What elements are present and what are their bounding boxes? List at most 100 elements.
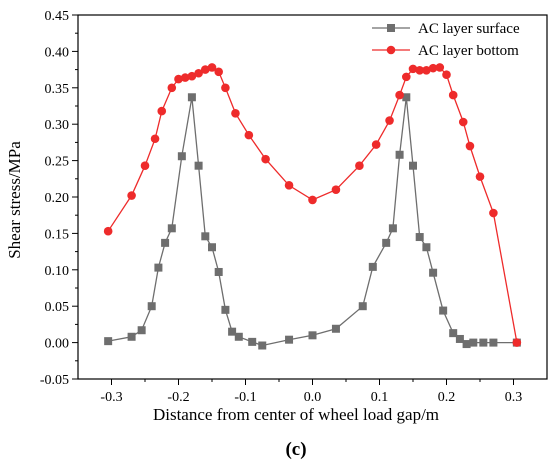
data-point bbox=[154, 263, 163, 272]
legend-label: AC layer surface bbox=[418, 21, 520, 37]
data-point bbox=[371, 140, 381, 149]
data-point bbox=[385, 116, 394, 125]
data-point bbox=[194, 161, 203, 170]
data-point bbox=[244, 130, 254, 140]
y-tick-label: 0.45 bbox=[45, 9, 70, 24]
y-tick-label: 0.00 bbox=[45, 337, 70, 352]
data-point bbox=[415, 233, 424, 242]
data-point bbox=[435, 63, 445, 72]
data-point bbox=[214, 67, 223, 77]
data-point bbox=[469, 338, 478, 347]
data-point bbox=[258, 341, 267, 350]
data-point bbox=[308, 331, 317, 340]
y-tick-label: 0.05 bbox=[45, 300, 70, 315]
data-point bbox=[207, 63, 217, 72]
data-point bbox=[449, 329, 458, 338]
series-line bbox=[107, 97, 517, 347]
data-point bbox=[415, 66, 425, 75]
data-point bbox=[368, 262, 377, 271]
data-point bbox=[388, 224, 397, 233]
data-point bbox=[167, 83, 177, 93]
data-point bbox=[187, 71, 197, 81]
data-point bbox=[408, 64, 418, 74]
data-point bbox=[462, 340, 471, 349]
data-point bbox=[214, 267, 223, 276]
data-point bbox=[358, 302, 367, 311]
data-point bbox=[489, 338, 498, 347]
data-point bbox=[137, 326, 146, 335]
data-point bbox=[422, 66, 431, 75]
x-tick-label: -0.2 bbox=[167, 390, 189, 405]
data-point bbox=[409, 161, 417, 170]
data-point bbox=[428, 63, 438, 73]
data-point bbox=[285, 335, 294, 344]
legend-marker bbox=[386, 45, 396, 55]
data-point bbox=[127, 332, 136, 341]
x-tick-label: 0.0 bbox=[304, 390, 322, 405]
data-point bbox=[308, 195, 317, 205]
data-point bbox=[248, 337, 257, 346]
axes: -0.3 -0.2 -0.1 0.0 0.1 0.2 0.3 -0.05 0.00 0.05 0.1… bbox=[40, 9, 548, 405]
data-point bbox=[201, 232, 210, 241]
data-point bbox=[455, 334, 464, 343]
data-point bbox=[395, 90, 404, 100]
x-tick-label: -0.3 bbox=[100, 390, 122, 405]
data-point bbox=[208, 243, 216, 252]
legend-marker bbox=[387, 24, 395, 32]
data-point bbox=[174, 74, 183, 84]
legend: AC layer surface AC layer bottom bbox=[372, 21, 520, 59]
y-tick-label: 0.35 bbox=[45, 82, 70, 97]
data-point bbox=[439, 306, 448, 315]
data-point bbox=[231, 108, 240, 118]
data-point bbox=[167, 224, 176, 233]
data-point bbox=[180, 73, 190, 82]
data-point bbox=[422, 243, 431, 252]
data-point bbox=[228, 327, 237, 336]
data-point bbox=[442, 70, 451, 79]
data-point bbox=[150, 134, 160, 144]
data-point bbox=[448, 90, 458, 100]
series-ac-layer-bottom bbox=[103, 63, 522, 347]
data-point bbox=[104, 337, 113, 346]
data-point bbox=[458, 117, 468, 127]
data-point bbox=[221, 83, 230, 93]
series-layer bbox=[103, 63, 522, 350]
data-point bbox=[331, 185, 341, 195]
y-tick-label: 0.20 bbox=[45, 191, 70, 206]
data-point bbox=[402, 93, 411, 102]
data-point bbox=[475, 172, 485, 181]
data-point bbox=[157, 106, 167, 116]
legend-label: AC layer bottom bbox=[418, 43, 519, 59]
data-point bbox=[147, 302, 156, 311]
data-point bbox=[177, 152, 186, 161]
data-point bbox=[465, 141, 475, 151]
panel-label: (c) bbox=[285, 439, 306, 460]
series-line bbox=[107, 66, 518, 343]
series-ac-layer-surface bbox=[104, 93, 521, 350]
data-point bbox=[201, 65, 210, 74]
y-tick-label: 0.15 bbox=[45, 227, 70, 242]
x-tick-label: 0.1 bbox=[371, 390, 389, 405]
data-point bbox=[489, 208, 498, 218]
data-point bbox=[382, 238, 391, 247]
data-point bbox=[261, 154, 270, 164]
x-tick-label: 0.3 bbox=[505, 390, 523, 405]
data-point bbox=[161, 238, 170, 247]
data-point bbox=[187, 93, 196, 102]
data-point bbox=[140, 161, 150, 170]
data-point bbox=[512, 338, 522, 347]
data-point bbox=[331, 324, 340, 333]
data-point bbox=[103, 226, 113, 236]
data-point bbox=[429, 268, 438, 277]
data-point bbox=[194, 68, 203, 78]
data-point bbox=[402, 72, 411, 82]
y-tick-label: 0.30 bbox=[45, 118, 70, 133]
x-tick-label: -0.1 bbox=[234, 390, 256, 405]
data-point bbox=[355, 161, 364, 170]
data-point bbox=[284, 181, 294, 190]
y-tick-label: 0.25 bbox=[45, 155, 70, 170]
y-tick-label: 0.10 bbox=[45, 264, 70, 279]
x-axis-title: Distance from center of wheel load gap/m bbox=[153, 405, 439, 424]
